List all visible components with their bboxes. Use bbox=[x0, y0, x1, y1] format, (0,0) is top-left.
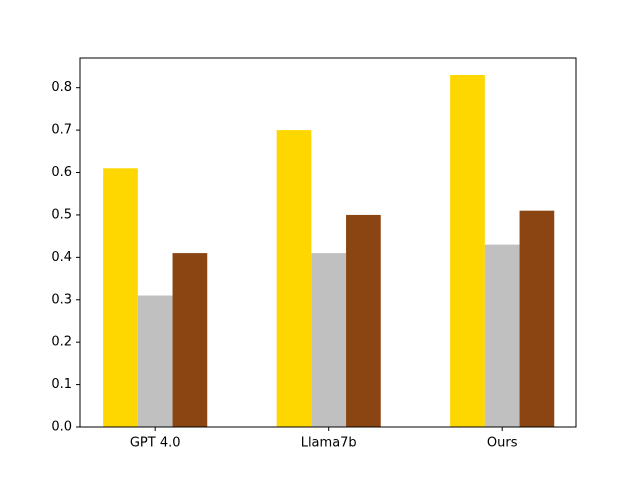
bar-1-2 bbox=[137, 295, 173, 427]
plot-frame bbox=[79, 57, 577, 428]
y-tick-label-4: 0.4 bbox=[51, 250, 72, 265]
bar-2-2 bbox=[311, 253, 347, 427]
y-tick-label-7: 0.7 bbox=[51, 123, 72, 138]
y-tick-label-5: 0.5 bbox=[51, 207, 72, 222]
y-tick-label-2: 0.2 bbox=[51, 335, 72, 350]
bar-2-3 bbox=[346, 214, 381, 427]
x-axis: GPT 4.0 Llama7b Ours bbox=[130, 427, 518, 451]
bar-2-1 bbox=[276, 130, 312, 427]
y-tick-label-6: 0.6 bbox=[51, 165, 72, 180]
x-tick-label-0: GPT 4.0 bbox=[130, 436, 181, 451]
bar-1-3 bbox=[172, 253, 208, 427]
bar-3-1 bbox=[450, 74, 485, 427]
y-tick-label-8: 0.8 bbox=[51, 80, 72, 95]
bar-3-2 bbox=[484, 244, 520, 427]
y-tick-label-1: 0.1 bbox=[51, 377, 72, 392]
y-tick-label-3: 0.3 bbox=[51, 292, 72, 307]
bar-1-1 bbox=[103, 168, 138, 427]
x-tick-label-2: Ours bbox=[487, 436, 518, 451]
bars-group bbox=[103, 74, 555, 427]
x-tick-label-1: Llama7b bbox=[301, 436, 357, 451]
y-axis: 0.0 0.1 0.2 0.3 0.4 0.5 0.6 0.7 0.8 bbox=[51, 80, 80, 435]
bar-3-3 bbox=[519, 210, 555, 427]
y-tick-label-0: 0.0 bbox=[51, 420, 72, 435]
